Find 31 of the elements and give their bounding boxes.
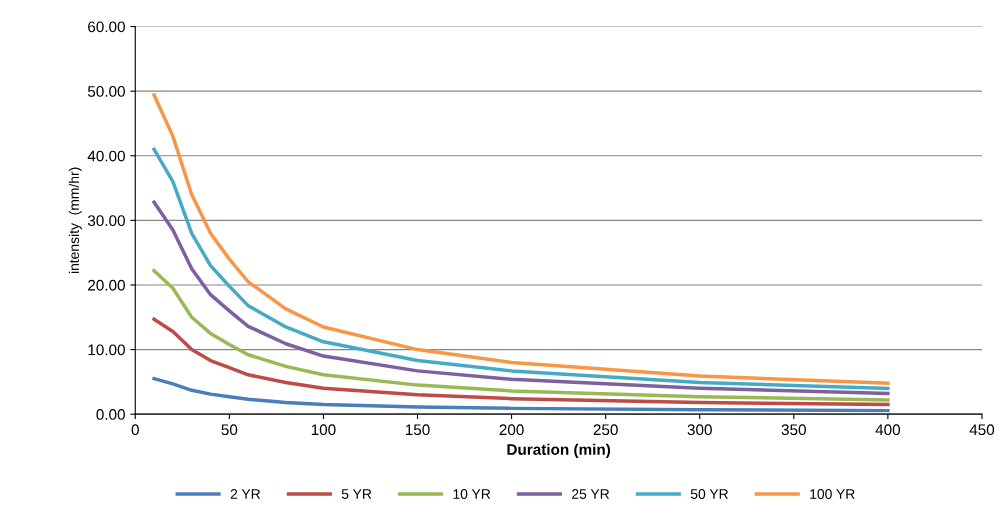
line-series <box>152 317 890 407</box>
line-series <box>152 93 890 385</box>
y-tick-label: 50.00 <box>87 86 125 97</box>
y-tick-label: 20.00 <box>88 279 125 291</box>
legend-label: 2 YR <box>230 489 261 499</box>
x-tick-label: 350 <box>781 424 806 436</box>
legend-label: 50 YR <box>690 489 728 499</box>
x-tick-label: 0 <box>131 424 139 436</box>
x-tick-label: 50 <box>221 424 238 436</box>
legend-label: 10 YR <box>453 489 491 499</box>
legend-label: 100 YR <box>810 489 855 499</box>
x-tick-label: 250 <box>593 424 618 436</box>
y-tick-label: 60.00 <box>88 21 125 33</box>
legend-label: 5 YR <box>341 489 372 499</box>
y-tick-label: 30.00 <box>87 215 125 227</box>
x-axis-title: Duration (min) <box>507 443 611 458</box>
y-tick-label: 10.00 <box>88 344 125 356</box>
x-tick-label: 200 <box>499 424 524 436</box>
line-series <box>152 376 890 413</box>
x-tick-label: 450 <box>969 424 995 436</box>
x-tick-label: 400 <box>875 424 901 436</box>
legend-label: 25 YR <box>572 489 610 499</box>
x-tick-label: 300 <box>687 424 712 436</box>
y-tick-label: 40.00 <box>87 150 125 162</box>
x-tick-label: 100 <box>311 424 336 436</box>
line-series <box>152 200 890 396</box>
line-series <box>152 147 890 391</box>
y-tick-label: 0.00 <box>96 409 125 420</box>
x-tick-label: 150 <box>405 424 430 436</box>
y-axis-title: intensity (mm/hr) <box>68 167 82 274</box>
line-series <box>152 269 890 402</box>
